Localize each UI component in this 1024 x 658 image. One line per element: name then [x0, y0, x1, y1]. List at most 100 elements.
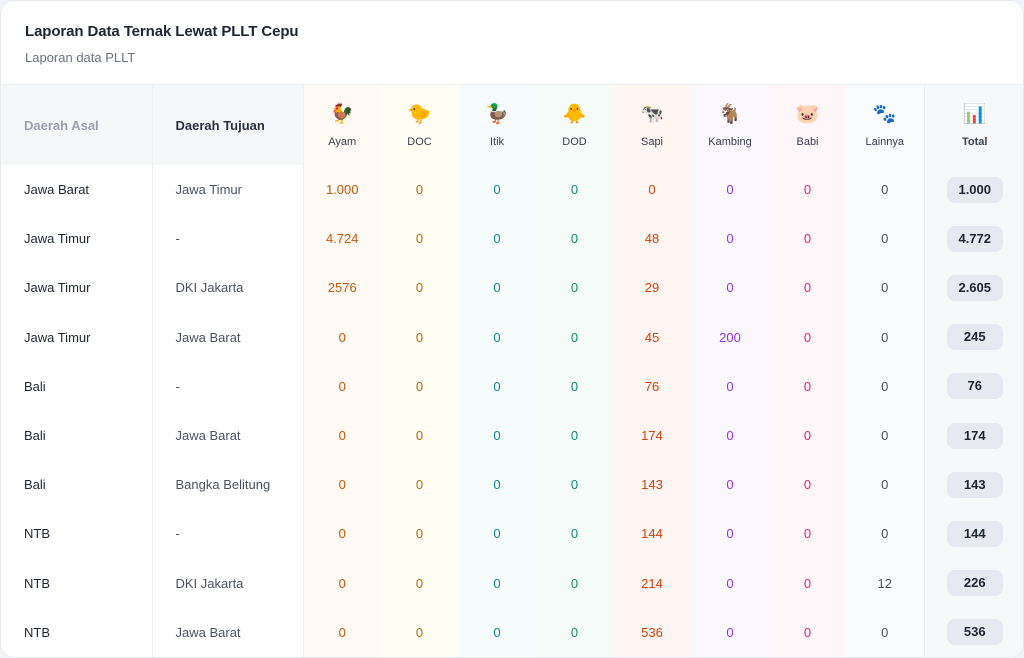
- cell-daerah-tujuan: Jawa Barat: [152, 410, 304, 461]
- column-header-daerah-tujuan[interactable]: Daerah Tujuan: [152, 85, 304, 165]
- column-header-lainnya[interactable]: 🐾 Lainnya: [846, 85, 924, 165]
- cell-daerah-asal: Bali: [1, 410, 153, 461]
- cell-babi: 0: [769, 410, 846, 461]
- cell-total: 174: [923, 410, 1023, 461]
- chick-icon: 🐤: [407, 102, 432, 125]
- cell-daerah-asal: NTB: [1, 607, 153, 657]
- cell-dod: 0: [536, 165, 613, 215]
- cell-lain: 0: [846, 214, 924, 264]
- cell-kambing: 0: [691, 509, 769, 559]
- table-row[interactable]: NTB Jawa Barat 0 0 0 0 536 0 0 0 536: [1, 607, 1023, 657]
- column-header-sapi[interactable]: 🐄 Sapi: [613, 85, 691, 165]
- cell-doc: 0: [381, 607, 458, 657]
- cell-sapi: 143: [613, 460, 691, 510]
- column-label: DOC: [407, 135, 432, 148]
- table-row[interactable]: Bali Bangka Belitung 0 0 0 0 143 0 0 0 143: [1, 460, 1023, 510]
- cell-ayam: 0: [303, 460, 381, 510]
- column-header-itik[interactable]: 🦆 Itik: [458, 85, 536, 165]
- cell-daerah-asal: NTB: [1, 509, 153, 559]
- bar-chart-icon: 📊: [962, 102, 987, 125]
- cell-dod: 0: [536, 410, 613, 461]
- cell-doc: 0: [381, 361, 458, 411]
- total-badge: 144: [946, 520, 1003, 547]
- cell-kambing: 0: [691, 460, 769, 510]
- cell-itik: 0: [458, 214, 536, 264]
- column-header-ayam[interactable]: 🐓 Ayam: [303, 85, 381, 165]
- card-header: Laporan Data Ternak Lewat PLLT Cepu Lapo…: [1, 1, 1023, 85]
- cell-daerah-tujuan: -: [152, 509, 304, 559]
- total-badge: 245: [946, 324, 1003, 351]
- cell-total: 536: [923, 607, 1023, 657]
- cell-ayam: 4.724: [303, 214, 381, 264]
- table-row[interactable]: NTB DKI Jakarta 0 0 0 0 214 0 0 12 226: [1, 558, 1023, 608]
- table-row[interactable]: Bali Jawa Barat 0 0 0 0 174 0 0 0 174: [1, 410, 1023, 461]
- cell-lain: 0: [846, 607, 924, 657]
- column-header-kambing[interactable]: 🐐 Kambing: [691, 85, 769, 165]
- livestock-table: Daerah Asal Daerah Tujuan 🐓 Ayam 🐤 DOC 🦆 It…: [1, 85, 1023, 657]
- hatching-chick-icon: 🐥: [562, 102, 587, 125]
- total-badge: 4.772: [946, 225, 1003, 252]
- column-header-doc[interactable]: 🐤 DOC: [381, 85, 458, 165]
- cell-kambing: 200: [691, 312, 769, 362]
- cell-dod: 0: [536, 460, 613, 510]
- cell-daerah-tujuan: Bangka Belitung: [152, 460, 304, 510]
- cell-ayam: 0: [303, 361, 381, 411]
- total-badge: 143: [946, 471, 1003, 498]
- table-row[interactable]: Bali -0 0 0 0 76 0 0 0 76: [1, 361, 1023, 411]
- cell-sapi: 76: [613, 361, 691, 411]
- cell-itik: 0: [458, 460, 536, 510]
- cell-sapi: 144: [613, 509, 691, 559]
- cell-total: 76: [923, 361, 1023, 411]
- column-header-babi[interactable]: 🐷 Babi: [769, 85, 846, 165]
- page-subtitle: Laporan data PLLT: [25, 50, 136, 65]
- cell-daerah-tujuan: -: [152, 214, 304, 264]
- cell-babi: 0: [769, 558, 846, 608]
- table-row[interactable]: Jawa Timur Jawa Barat 0 0 0 0 45 200 0 0 245: [1, 312, 1023, 362]
- cell-kambing: 0: [691, 214, 769, 264]
- pig-icon: 🐷: [795, 102, 820, 125]
- cell-kambing: 0: [691, 263, 769, 313]
- cell-babi: 0: [769, 509, 846, 559]
- table-header-row: Daerah Asal Daerah Tujuan 🐓 Ayam 🐤 DOC 🦆 It…: [1, 85, 1023, 165]
- cow-icon: 🐄: [640, 102, 664, 125]
- cell-kambing: 0: [691, 558, 769, 608]
- cell-doc: 0: [381, 558, 458, 608]
- table-row[interactable]: Jawa Barat Jawa Timur 1.000 0 0 0 0 0 0 0 1.000: [1, 165, 1023, 215]
- column-header-dod[interactable]: 🐥 DOD: [536, 85, 613, 165]
- cell-babi: 0: [769, 263, 846, 313]
- cell-dod: 0: [536, 214, 613, 264]
- column-header-daerah-asal[interactable]: Daerah Asal: [1, 85, 153, 165]
- column-label: Kambing: [708, 135, 752, 148]
- cell-sapi: 214: [613, 558, 691, 608]
- cell-lain: 0: [846, 410, 924, 461]
- total-badge: 76: [946, 373, 1003, 400]
- cell-sapi: 45: [613, 312, 691, 362]
- cell-kambing: 0: [691, 607, 769, 657]
- cell-total: 143: [923, 460, 1023, 510]
- rooster-icon: 🐓: [330, 102, 355, 125]
- cell-daerah-asal: Jawa Barat: [1, 165, 153, 215]
- cell-lain: 0: [846, 312, 924, 362]
- cell-itik: 0: [458, 558, 536, 608]
- column-label: Ayam: [328, 135, 357, 148]
- column-header-total[interactable]: 📊 Total: [923, 85, 1023, 165]
- table-row[interactable]: NTB -0 0 0 0 144 0 0 0 144: [1, 509, 1023, 559]
- cell-daerah-tujuan: DKI Jakarta: [152, 558, 304, 608]
- cell-dod: 0: [536, 509, 613, 559]
- cell-lain: 12: [846, 558, 924, 608]
- cell-sapi: 29: [613, 263, 691, 313]
- cell-doc: 0: [381, 410, 458, 461]
- column-label: Itik: [489, 135, 505, 148]
- cell-doc: 0: [381, 312, 458, 362]
- cell-dod: 0: [536, 558, 613, 608]
- table-row[interactable]: Jawa Timur DKI Jakarta 2576 0 0 0 29 0 0 0 2.605: [1, 263, 1023, 313]
- total-badge: 536: [946, 619, 1003, 646]
- cell-daerah-tujuan: Jawa Barat: [152, 312, 304, 362]
- table-row[interactable]: Jawa Timur -4.724 0 0 0 48 0 0 0 4.772: [1, 214, 1023, 264]
- cell-kambing: 0: [691, 361, 769, 411]
- cell-babi: 0: [769, 214, 846, 264]
- cell-daerah-tujuan: DKI Jakarta: [152, 263, 304, 313]
- total-badge: 226: [946, 570, 1003, 597]
- cell-daerah-asal: Bali: [1, 460, 153, 510]
- cell-total: 4.772: [923, 214, 1023, 264]
